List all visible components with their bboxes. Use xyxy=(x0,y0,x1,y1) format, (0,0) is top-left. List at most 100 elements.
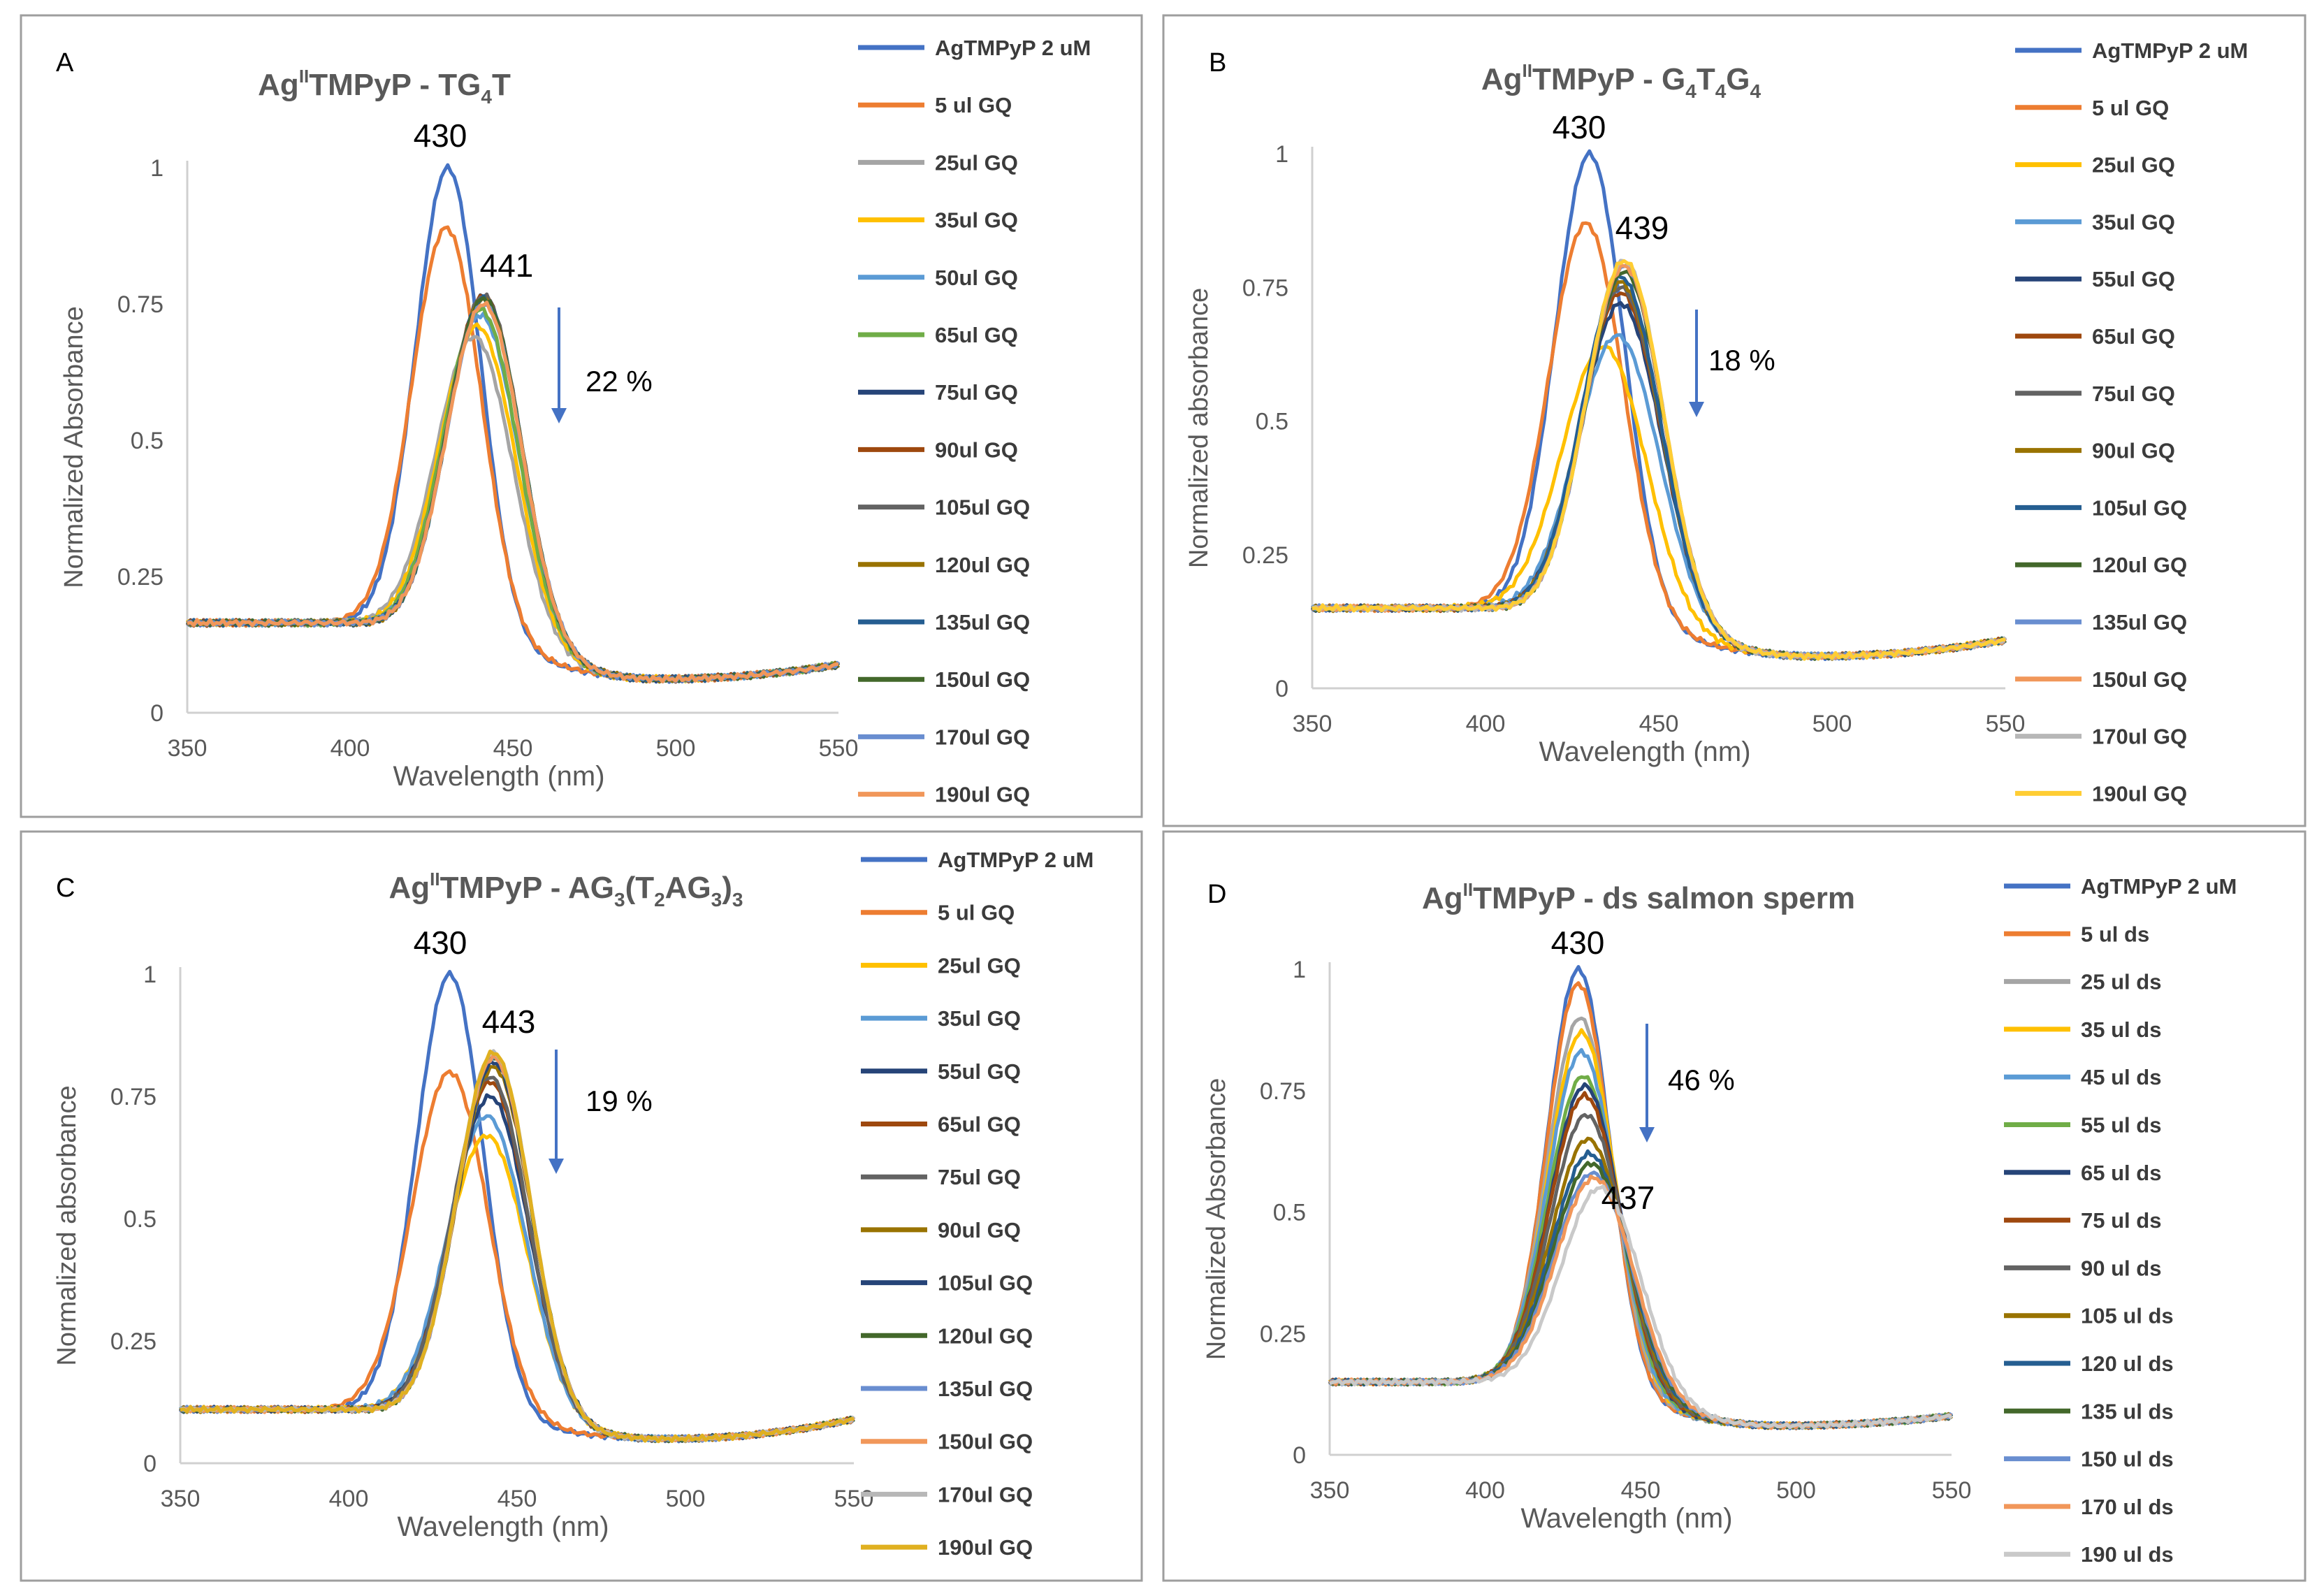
x-tick-label: 500 xyxy=(666,1486,706,1512)
legend-entry: 25ul GQ xyxy=(938,953,1021,978)
x-tick-label: 550 xyxy=(1986,711,2026,737)
y-tick-label: 0.75 xyxy=(110,1084,157,1110)
legend-entry: 120ul GQ xyxy=(938,1323,1033,1348)
peak-label: 430 xyxy=(414,924,467,961)
legend: AgTMPyP 2 uM 5 ul ds 25 ul ds 35 ul ds 45 ul… xyxy=(2004,874,2237,1567)
legend-entry: 170ul GQ xyxy=(938,1482,1033,1507)
x-axis-label: Wavelength (nm) xyxy=(1539,737,1750,767)
y-tick-label: 0 xyxy=(1275,676,1288,702)
legend-entry: AgTMPyP 2 uM xyxy=(938,848,1094,872)
legend-entry: 170 ul ds xyxy=(2081,1495,2174,1519)
decrease-arrow-head xyxy=(549,1159,564,1174)
legend-entry: 5 ul ds xyxy=(2081,922,2149,946)
chart-title: AgIITMPyP - G4T4G4 xyxy=(1481,60,1761,102)
y-tick-label: 0.5 xyxy=(1273,1200,1306,1226)
legend-entry: 190ul GQ xyxy=(938,1535,1033,1560)
y-tick-label: 0.75 xyxy=(1260,1078,1306,1105)
x-axis-label: Wavelength (nm) xyxy=(397,1511,609,1542)
legend-entry: 65ul GQ xyxy=(938,1112,1021,1137)
panel-letter: A xyxy=(56,48,74,78)
panel-d: D AgIITMPyP - ds salmon sperm 0 0.25 0.5 0.75… xyxy=(1162,830,2307,1582)
legend-entry: 135ul GQ xyxy=(935,610,1030,634)
peak-label: 437 xyxy=(1601,1180,1655,1216)
x-tick-label: 400 xyxy=(1465,1477,1505,1504)
panel-a-frame xyxy=(20,14,1143,818)
x-tick-label: 350 xyxy=(161,1486,201,1512)
legend-entry: 5 ul GQ xyxy=(935,93,1012,117)
y-tick-label: 0 xyxy=(143,1451,157,1477)
x-axis-label: Wavelength (nm) xyxy=(393,761,604,792)
legend-entry: 35ul GQ xyxy=(935,208,1018,233)
x-tick-label: 350 xyxy=(1310,1477,1350,1504)
legend: AgTMPyP 2 uM 5 ul GQ 25ul GQ 35ul GQ 55ul GQ… xyxy=(861,848,1094,1560)
legend-entry: 55ul GQ xyxy=(2092,267,2175,291)
legend-entry: 120ul GQ xyxy=(2092,553,2187,577)
x-tick-label: 500 xyxy=(1813,711,1852,737)
x-tick-label: 400 xyxy=(329,1486,369,1512)
chart-title: AgIITMPyP - AG3(T2AG3)3 xyxy=(389,869,743,911)
legend-entry: 90ul GQ xyxy=(938,1218,1021,1242)
x-tick-label: 500 xyxy=(656,735,696,762)
peak-label: 441 xyxy=(480,247,534,284)
legend-entry: 5 ul GQ xyxy=(938,901,1015,925)
legend-entry: 75ul GQ xyxy=(935,380,1018,405)
legend-entry: 90 ul ds xyxy=(2081,1256,2161,1280)
x-tick-label: 350 xyxy=(168,735,208,762)
x-tick-label: 400 xyxy=(1466,711,1506,737)
panel-a: A AgIITMPyP - TG4T 0 0.25 0.5 0.75 1 350 400 450 5… xyxy=(20,14,1143,818)
panel-letter: C xyxy=(56,873,75,903)
legend-entry: 105 ul ds xyxy=(2081,1304,2174,1328)
legend-entry: 25ul GQ xyxy=(2092,153,2175,177)
series-line xyxy=(187,300,839,684)
legend-entry: 135ul GQ xyxy=(938,1377,1033,1401)
y-tick-label: 0.25 xyxy=(1260,1321,1306,1347)
y-tick-label: 1 xyxy=(143,962,157,988)
legend-entry: 65ul GQ xyxy=(2092,324,2175,349)
legend-entry: 75 ul ds xyxy=(2081,1208,2161,1233)
legend-entry: 135ul GQ xyxy=(2092,610,2187,634)
decrease-arrow-head xyxy=(1689,402,1704,417)
x-tick-label: 550 xyxy=(1932,1477,1972,1504)
chart-title: AgIITMPyP - ds salmon sperm xyxy=(1422,879,1855,915)
legend-entry: 120 ul ds xyxy=(2081,1351,2174,1376)
x-tick-label: 550 xyxy=(819,735,859,762)
y-tick-label: 0.75 xyxy=(117,291,164,318)
legend-entry: 105ul GQ xyxy=(2092,495,2187,520)
legend-entry: 90ul GQ xyxy=(2092,439,2175,463)
x-tick-label: 450 xyxy=(497,1486,537,1512)
legend-entry: 170ul GQ xyxy=(935,725,1030,749)
peak-label: 430 xyxy=(414,117,467,154)
y-axis-label: Normalized Absorbance xyxy=(59,306,89,588)
decrease-arrow-head xyxy=(1639,1127,1655,1142)
x-tick-label: 450 xyxy=(1639,711,1679,737)
x-tick-label: 450 xyxy=(1621,1477,1661,1504)
x-tick-label: 450 xyxy=(493,735,533,762)
x-tick-label: 400 xyxy=(330,735,370,762)
legend-entry: 120ul GQ xyxy=(935,553,1030,577)
y-tick-label: 1 xyxy=(150,155,164,182)
legend-entry: 150ul GQ xyxy=(935,667,1030,692)
panel-letter: D xyxy=(1207,880,1226,909)
legend-entry: 105ul GQ xyxy=(938,1271,1033,1296)
y-axis-label: Normalized absorbance xyxy=(1184,288,1214,568)
y-tick-label: 0.5 xyxy=(1256,409,1288,435)
legend-entry: 45 ul ds xyxy=(2081,1065,2161,1089)
legend-entry: 190ul GQ xyxy=(2092,781,2187,806)
legend-entry: AgTMPyP 2 uM xyxy=(2081,874,2237,899)
peak-label: 439 xyxy=(1615,210,1669,246)
legend: AgTMPyP 2 uM 5 ul GQ 25ul GQ 35ul GQ 55ul GQ… xyxy=(2015,38,2248,806)
percent-label: 22 % xyxy=(586,365,653,398)
y-tick-label: 0.25 xyxy=(117,564,164,590)
peak-label: 430 xyxy=(1553,109,1606,145)
series-line xyxy=(180,1050,855,1444)
panel-c: C AgIITMPyP - AG3(T2AG3)3 0 0.25 0.5 0.75 1 350… xyxy=(20,830,1143,1582)
y-tick-label: 0.25 xyxy=(110,1328,157,1355)
legend-entry: 190 ul ds xyxy=(2081,1542,2174,1567)
legend-entry: 75ul GQ xyxy=(2092,382,2175,406)
peak-label: 430 xyxy=(1551,924,1605,961)
y-axis-label: Normalized absorbance xyxy=(52,1085,82,1365)
y-tick-label: 0 xyxy=(150,700,164,727)
y-tick-label: 0.5 xyxy=(124,1206,157,1233)
legend-entry: 25 ul ds xyxy=(2081,970,2161,994)
